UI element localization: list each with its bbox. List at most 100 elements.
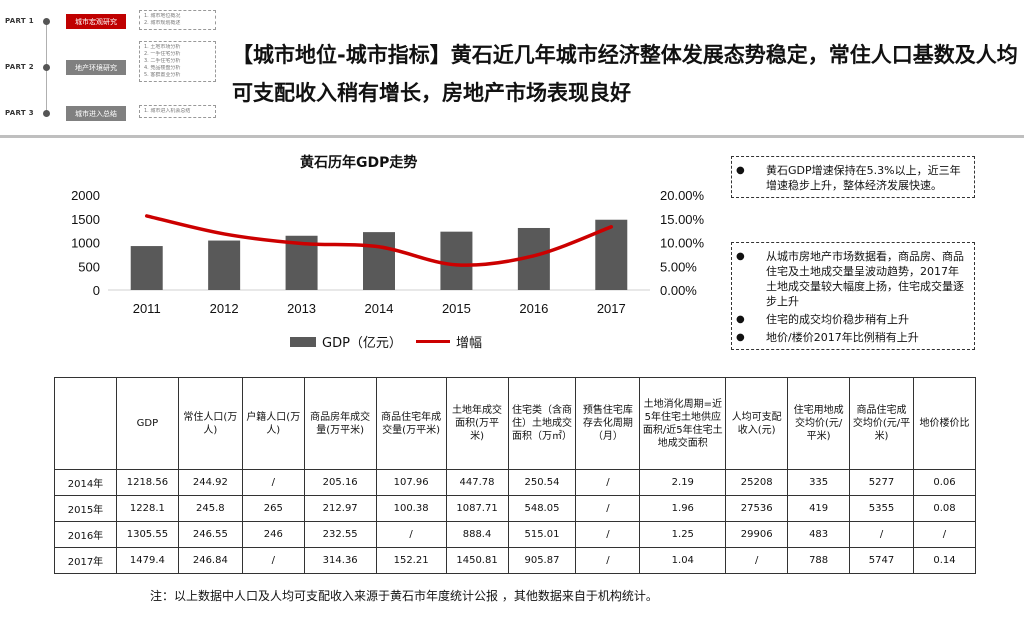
- column-header: 土地消化周期=近5年住宅土地供应面积/近5年住宅土地成交面积: [639, 377, 727, 470]
- legend-growth-label: 增幅: [455, 336, 482, 351]
- nav-part-2-label: PART 2: [5, 63, 34, 71]
- bullet-icon: ●: [736, 251, 745, 262]
- nav-subitem[interactable]: 4. 竞品楼盘分析: [144, 65, 181, 71]
- table-cell: /: [849, 521, 914, 548]
- column-header: GDP: [115, 377, 179, 470]
- gdp-bar-2014: [363, 232, 395, 290]
- row-year-cell: 2015年: [54, 495, 117, 522]
- table-cell: 335: [787, 469, 851, 496]
- table-cell: 2.19: [639, 469, 727, 496]
- right-axis-tick-label: 15.00%: [660, 212, 705, 227]
- x-axis-tick-label: 2012: [210, 301, 239, 316]
- note-bullet: ● 住宅的成交均价稳步稍有上升: [736, 313, 909, 326]
- nav-sublist-3: 1. 城市进入机会总结: [139, 105, 216, 118]
- table-cell: 244.92: [177, 469, 243, 496]
- nav-sublist-1: 1. 城市地位概况 2. 城市规划概述: [139, 10, 216, 30]
- x-axis-tick-label: 2014: [365, 301, 394, 316]
- table-cell: 0.08: [912, 495, 977, 522]
- table-cell: 1450.81: [445, 547, 509, 574]
- gdp-bar-2011: [130, 246, 163, 290]
- table-cell: 212.97: [303, 495, 377, 522]
- table-cell: 27536: [725, 495, 789, 522]
- legend-gdp-swatch: [290, 336, 316, 347]
- nav-tab-city-entry-summary[interactable]: 城市进入总结: [66, 106, 126, 121]
- note-box-gdp: ● 黄石GDP增速保持在5.3%以上，近三年增速稳步上升，整体经济发展快速。: [731, 156, 975, 198]
- table-cell: 888.4: [445, 521, 509, 548]
- column-header: 常住人口(万人): [177, 377, 243, 470]
- table-cell: 152.21: [375, 547, 447, 574]
- footnote: 注：以上数据中人口及人均可支配收入来源于黄石市年度统计公报 ，其他数据来自于机构…: [150, 589, 658, 603]
- note-bullet: ● 黄石GDP增速保持在5.3%以上，近三年增速稳步上升，整体经济发展快速。: [736, 164, 961, 192]
- table-cell: 1305.55: [115, 521, 179, 548]
- table-cell: 205.16: [303, 469, 377, 496]
- table-cell: 447.78: [445, 469, 509, 496]
- table-cell: /: [575, 469, 641, 496]
- table-cell: /: [575, 547, 641, 574]
- note-box-market: ● 从城市房地产市场数据看，商品房、商品住宅及土地成交量呈波动趋势，2017年土…: [731, 242, 975, 350]
- x-axis-tick-label: 2011: [133, 301, 161, 316]
- column-header: 商品房年成交量(万平米): [303, 377, 377, 470]
- row-year-cell: 2016年: [54, 521, 117, 548]
- nav-sublist-2: 1. 土地市场分析 2. 一手住宅分析 3. 二手住宅分析 4. 竞品楼盘分析 …: [139, 41, 216, 82]
- x-axis-tick-label: 2017: [597, 301, 626, 316]
- table-cell: 250.54: [507, 469, 577, 496]
- header-divider: [0, 135, 1024, 138]
- table-cell: 107.96: [375, 469, 447, 496]
- left-axis-tick-label: 1000: [71, 236, 100, 251]
- nav-subitem[interactable]: 1. 城市进入机会总结: [144, 108, 191, 114]
- table-cell: 1.04: [639, 547, 727, 574]
- nav-subitem[interactable]: 1. 土地市场分析: [144, 44, 181, 50]
- nav-tab-property-environment[interactable]: 地产环境研究: [66, 60, 126, 75]
- table-cell: 5277: [849, 469, 914, 496]
- legend-growth-swatch: [415, 340, 450, 343]
- column-header: 地价楼价比: [912, 377, 977, 470]
- x-axis-tick-label: 2015: [442, 301, 471, 316]
- section-nav: PART 1 城市宏观研究 1. 城市地位概况 2. 城市规划概述 PART 2…: [0, 0, 225, 130]
- legend-gdp-label: GDP（亿元）: [322, 336, 402, 351]
- table-cell: 25208: [725, 469, 789, 496]
- row-year-cell: 2014年: [54, 469, 117, 496]
- table-cell: 419: [787, 495, 851, 522]
- left-axis-tick-label: 500: [78, 259, 100, 274]
- nav-part-3-label: PART 3: [5, 109, 34, 117]
- column-header: 户籍人口(万人): [241, 377, 305, 470]
- table-cell: 788: [787, 547, 851, 574]
- nav-subitem[interactable]: 1. 城市地位概况: [144, 13, 181, 19]
- table-cell: 515.01: [507, 521, 577, 548]
- gdp-bar-2012: [208, 240, 241, 290]
- column-header: 商品住宅年成交量(万平米): [375, 377, 447, 470]
- x-axis-tick-label: 2016: [519, 301, 548, 316]
- chart-legend: GDP（亿元） 增幅: [290, 332, 482, 351]
- table-cell: 548.05: [507, 495, 577, 522]
- table-cell: 1087.71: [445, 495, 509, 522]
- column-header: [54, 377, 117, 470]
- nav-subitem[interactable]: 5. 客群置业分析: [144, 72, 181, 78]
- left-axis-tick-label: 0: [93, 283, 100, 298]
- nav-subitem[interactable]: 3. 二手住宅分析: [144, 58, 181, 64]
- table-cell: /: [575, 521, 641, 548]
- table-cell: /: [575, 495, 641, 522]
- bullet-icon: ●: [736, 165, 745, 176]
- bullet-icon: ●: [736, 314, 745, 325]
- chart-title: 黄石历年GDP走势: [300, 155, 418, 171]
- table-cell: 314.36: [303, 547, 377, 574]
- right-axis-tick-label: 10.00%: [660, 236, 705, 251]
- column-header: 住宅类（含商住）土地成交面积（万㎡）: [507, 377, 577, 470]
- x-axis-tick-label: 2013: [287, 301, 316, 316]
- table-cell: 5747: [849, 547, 914, 574]
- left-axis-tick-label: 1500: [71, 212, 100, 227]
- right-axis-tick-label: 0.00%: [660, 283, 697, 298]
- nav-subitem[interactable]: 2. 一手住宅分析: [144, 51, 181, 57]
- table-cell: /: [725, 547, 789, 574]
- column-header: 预售住宅库存去化周期（月）: [575, 377, 641, 470]
- gdp-bar-2015: [440, 231, 473, 290]
- nav-tab-urban-macro[interactable]: 城市宏观研究: [66, 14, 126, 29]
- table-cell: 905.87: [507, 547, 577, 574]
- table-cell: 1479.4: [115, 547, 179, 574]
- table-cell: /: [912, 521, 977, 548]
- table-row: 2016年 1305.55 246.55 246 232.55/888.4 515.01/…: [54, 521, 977, 548]
- table-cell: 1218.56: [115, 469, 179, 496]
- nav-subitem[interactable]: 2. 城市规划概述: [144, 20, 181, 26]
- page-title: 【城市地位-城市指标】黄石近几年城市经济整体发展态势稳定，常住人口基数及人均可支…: [232, 43, 1018, 105]
- row-year-cell: 2017年: [54, 547, 117, 574]
